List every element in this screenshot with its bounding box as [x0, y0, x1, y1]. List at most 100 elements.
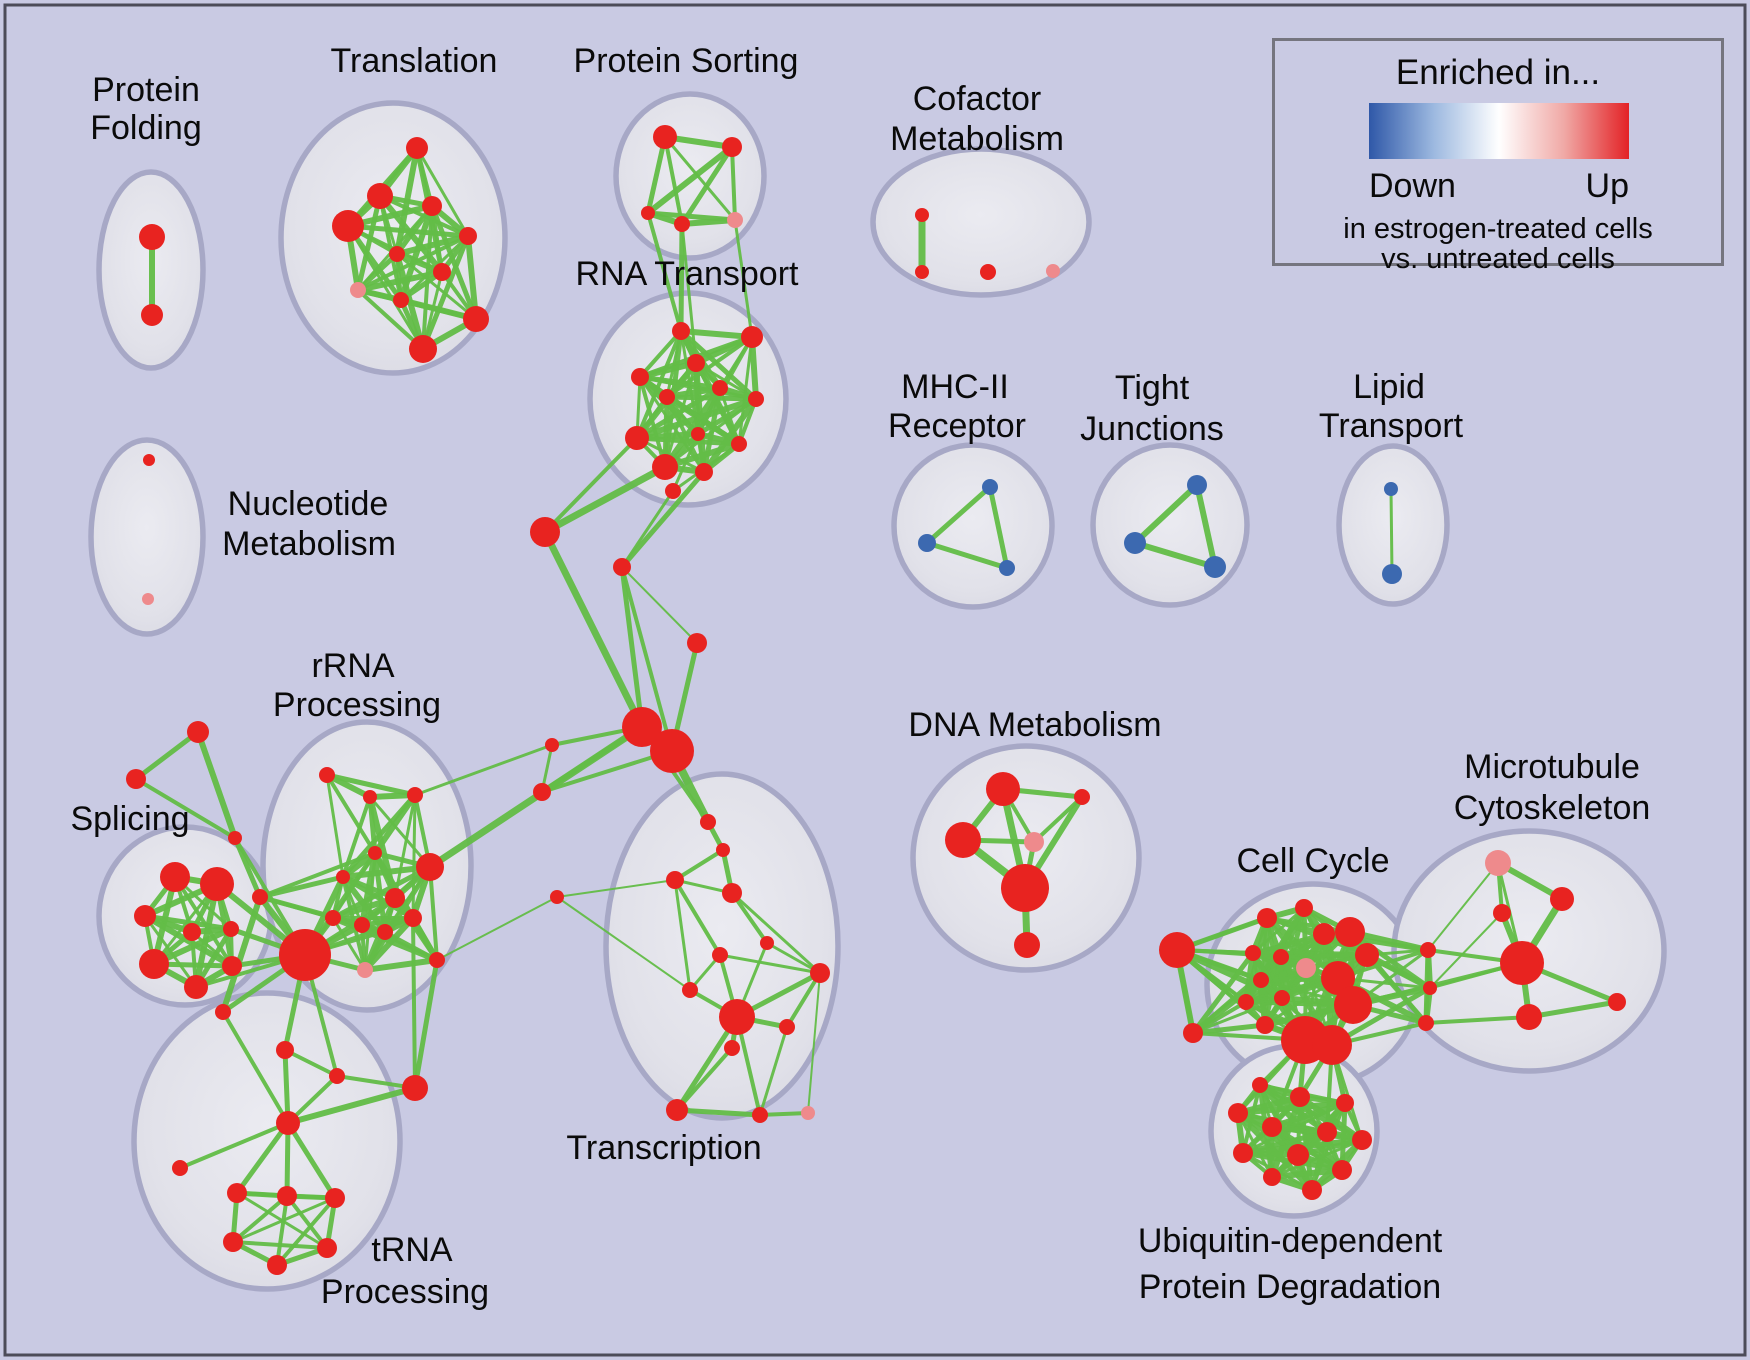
edge-rna-transport	[701, 385, 723, 475]
edge-rrna-processing	[325, 773, 377, 855]
cluster-label-trna-processing: Processing	[321, 1273, 489, 1311]
edge-link	[619, 469, 707, 570]
network-node-nucleotide-metabolism	[142, 593, 154, 605]
network-node-dna-metabolism	[986, 772, 1020, 806]
network-node-rna-transport	[748, 391, 764, 407]
edge-translation	[415, 146, 470, 238]
edge-transcription	[785, 971, 822, 1029]
edge-microtubule-cytoskeleton	[1526, 999, 1620, 1020]
cluster-label-rrna-processing: rRNA	[311, 647, 394, 685]
network-node-transcription	[752, 1107, 768, 1123]
network-node-splicing-arm	[187, 721, 209, 743]
edge-mhc-ii-receptor	[924, 540, 1010, 571]
edge-rna-transport	[638, 375, 667, 469]
legend-down-label: Down	[1369, 167, 1456, 205]
cluster-label-cofactor-metabolism: Metabolism	[890, 120, 1064, 158]
network-node-ubiquitin-degradation	[1302, 1180, 1322, 1200]
network-node-trna-processing	[223, 1232, 243, 1252]
network-node-dna-metabolism	[1014, 932, 1040, 958]
network-node-ubiquitin-degradation	[1228, 1103, 1248, 1123]
cluster-label-tight-junctions: Junctions	[1080, 410, 1224, 448]
network-node-rrna-processing	[336, 870, 350, 884]
network-node-protein-folding	[141, 304, 163, 326]
edge-rrna-processing	[325, 773, 345, 879]
edge-transcription	[674, 1107, 763, 1118]
edge-link	[541, 463, 669, 536]
network-node-rna-transport	[741, 326, 763, 348]
network-node-mhc-ii-receptor	[918, 534, 936, 552]
network-node-nucleotide-metabolism	[143, 454, 155, 466]
edge-link	[543, 436, 639, 534]
edge-central-connectors	[540, 749, 674, 794]
edge-transcription	[758, 1111, 810, 1117]
edge-splicing	[142, 913, 235, 969]
network-node-cell-cycle	[1274, 990, 1290, 1006]
network-node-central-connectors	[722, 883, 742, 903]
edge-splicing	[193, 881, 220, 990]
cluster-label-lipid-transport: Lipid	[1353, 368, 1425, 406]
network-node-central-connectors	[716, 843, 730, 857]
edge-rna-transport	[701, 396, 759, 475]
edge-trna-processing	[285, 1120, 338, 1201]
network-node-transcription	[666, 1099, 688, 1121]
edge-translation	[429, 203, 479, 322]
edge-rrna-processing	[324, 772, 418, 798]
edge-rrna-processing	[368, 795, 432, 869]
network-node-microtubule-cytoskeleton	[1608, 993, 1626, 1011]
network-node-trna-processing	[277, 1186, 297, 1206]
network-node-rrna-processing	[368, 846, 382, 860]
edge-link	[673, 878, 722, 957]
edge-link	[1427, 862, 1499, 951]
edge-rna-transport	[665, 335, 754, 399]
cluster-label-translation: Translation	[331, 42, 498, 80]
network-node-cell-cycle	[1159, 932, 1195, 968]
cluster-label-ubiquitin-degradation: Ubiquitin-dependent	[1138, 1222, 1443, 1260]
network-node-central-connectors	[550, 890, 564, 904]
network-node-dna-metabolism	[945, 822, 981, 858]
cluster-label-cofactor-metabolism: Cofactor	[913, 80, 1042, 118]
edge-splicing-arm	[134, 777, 237, 840]
edge-tight-junctions	[1194, 482, 1218, 570]
edge-link	[730, 891, 769, 945]
network-node-rna-transport	[625, 426, 649, 450]
network-node-translation	[393, 292, 409, 308]
network-node-trna-processing	[276, 1041, 294, 1059]
network-node-dna-metabolism	[1074, 789, 1090, 805]
cluster-label-protein-folding: Protein	[92, 71, 200, 109]
edge-rna-transport	[737, 335, 754, 446]
edge-cell-cycle	[1175, 948, 1267, 1027]
network-node-rna-transport	[731, 436, 747, 452]
network-node-central-connectors	[687, 633, 707, 653]
edge-protein-sorting	[679, 217, 738, 227]
network-node-central-connectors	[530, 517, 560, 547]
edge-rna-transport	[635, 329, 683, 440]
edge-protein-sorting	[730, 145, 737, 222]
network-node-translation	[367, 183, 393, 209]
network-node-lipid-transport	[1382, 564, 1402, 584]
network-node-tight-junctions	[1204, 556, 1226, 578]
edge-splicing	[142, 913, 234, 932]
network-node-ubiquitin-degradation	[1290, 1087, 1310, 1107]
edge-rrna-processing	[258, 851, 377, 899]
edge-link	[646, 211, 683, 333]
network-node-splicing	[134, 905, 156, 927]
edge-trna-processing	[282, 1047, 291, 1126]
network-node-trna-processing	[325, 1188, 345, 1208]
edge-mhc-ii-receptor	[987, 484, 1010, 571]
network-node-splicing	[200, 867, 234, 901]
cluster-label-nucleotide-metabolism: Metabolism	[222, 525, 396, 563]
network-node-rrna-processing	[319, 767, 335, 783]
edge-rrna-processing	[330, 895, 398, 921]
edge-link	[436, 896, 558, 961]
network-node-ubiquitin-degradation	[1332, 1160, 1352, 1180]
edge-translation	[355, 251, 400, 293]
legend-title: Enriched in...	[1395, 53, 1601, 92]
edge-protein-sorting	[679, 144, 735, 227]
edge-transcription	[758, 1025, 789, 1117]
cluster-ellipse-lipid-transport	[1336, 443, 1450, 607]
network-node-microtubule-cytoskeleton	[1516, 1004, 1542, 1030]
network-node-ubiquitin-degradation	[1233, 1143, 1253, 1163]
network-node-cell-cycle	[1312, 1025, 1352, 1065]
edge-link	[556, 896, 691, 991]
